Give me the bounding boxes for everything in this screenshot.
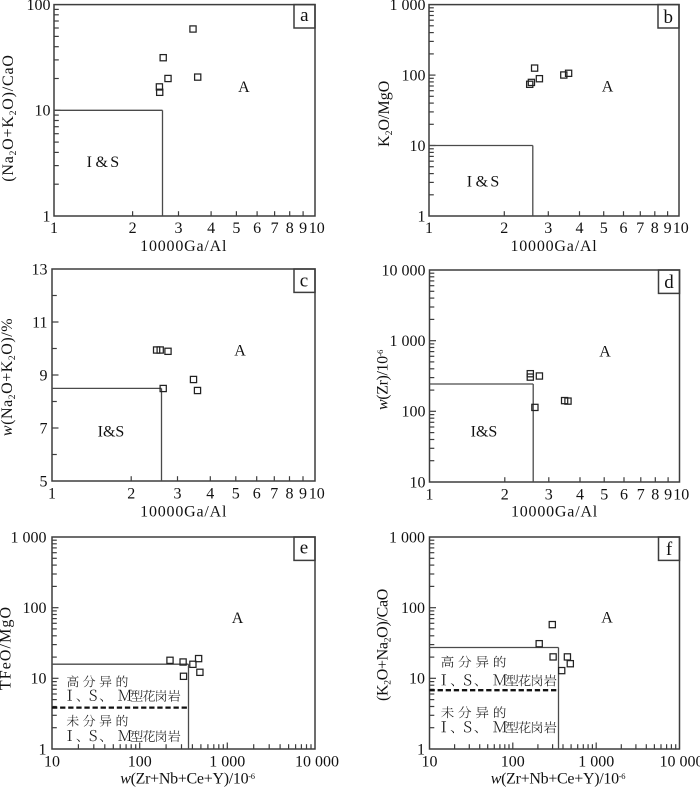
svg-text:TFeO/MgO: TFeO/MgO (0, 606, 15, 690)
svg-text:13: 13 (32, 261, 48, 278)
svg-text:w(Na2O+K2O)/%: w(Na2O+K2O)/% (0, 318, 18, 436)
svg-text:11: 11 (32, 314, 47, 331)
svg-text:9: 9 (299, 220, 307, 237)
svg-text:f: f (666, 539, 673, 560)
svg-text:1 000: 1 000 (578, 754, 614, 771)
svg-text:a: a (300, 5, 309, 26)
svg-text:10: 10 (35, 103, 51, 120)
svg-text:10: 10 (673, 487, 689, 504)
svg-text:10000Ga/Al: 10000Ga/Al (511, 504, 598, 521)
svg-text:A: A (599, 344, 611, 361)
svg-text:10000Ga/Al: 10000Ga/Al (140, 238, 227, 255)
svg-text:4: 4 (576, 220, 584, 237)
svg-text:6: 6 (620, 487, 628, 504)
svg-text:A: A (232, 610, 244, 627)
svg-text:100: 100 (401, 600, 425, 617)
svg-text:2: 2 (127, 486, 135, 503)
svg-text:K2O/MgO: K2O/MgO (376, 81, 395, 147)
svg-text:4: 4 (206, 486, 214, 503)
svg-text:w(Zr+Nb+Ce+Y)/10-6: w(Zr+Nb+Ce+Y)/10-6 (491, 771, 626, 788)
svg-text:10: 10 (309, 220, 325, 237)
svg-text:100: 100 (501, 754, 525, 771)
svg-text:10: 10 (410, 138, 426, 155)
svg-text:100: 100 (27, 0, 51, 14)
svg-text:5: 5 (600, 220, 608, 237)
svg-text:1 000: 1 000 (390, 333, 426, 350)
svg-text:5: 5 (232, 486, 240, 503)
svg-text:8: 8 (286, 220, 294, 237)
svg-text:3: 3 (175, 220, 183, 237)
svg-text:9: 9 (40, 367, 48, 384)
svg-text:w(Zr)/10-6: w(Zr)/10-6 (375, 350, 392, 410)
svg-text:I&S: I&S (98, 424, 125, 441)
svg-text:10000Ga/Al: 10000Ga/Al (140, 504, 227, 521)
svg-text:10 000: 10 000 (382, 262, 426, 279)
svg-text:7: 7 (270, 486, 278, 503)
svg-text:4: 4 (576, 487, 584, 504)
svg-text:d: d (664, 272, 674, 293)
svg-text:w(Zr+Nb+Ce+Y)/10-6: w(Zr+Nb+Ce+Y)/10-6 (120, 771, 255, 788)
svg-text:6: 6 (253, 220, 261, 237)
svg-text:1 000: 1 000 (389, 529, 425, 546)
svg-text:3: 3 (174, 486, 182, 503)
svg-text:2: 2 (129, 220, 137, 237)
svg-text:6: 6 (253, 486, 261, 503)
svg-text:3: 3 (544, 220, 552, 237)
svg-text:A: A (602, 79, 614, 96)
svg-text:10: 10 (409, 671, 425, 688)
svg-text:7: 7 (636, 220, 644, 237)
svg-text:10 000: 10 000 (660, 754, 700, 771)
svg-text:9: 9 (664, 487, 672, 504)
svg-text:I&S: I&S (467, 173, 500, 190)
svg-text:1: 1 (425, 220, 433, 237)
svg-text:1: 1 (426, 487, 434, 504)
svg-text:8: 8 (651, 220, 659, 237)
svg-text:9: 9 (664, 220, 672, 237)
svg-text:c: c (300, 270, 308, 291)
svg-text:1 000: 1 000 (11, 529, 47, 546)
svg-text:7: 7 (271, 220, 279, 237)
svg-text:1: 1 (48, 486, 56, 503)
svg-text:(Na2O+K2O)/CaO: (Na2O+K2O)/CaO (0, 54, 19, 182)
svg-text:5: 5 (40, 473, 48, 490)
svg-text:I&S: I&S (87, 154, 120, 171)
svg-text:100: 100 (402, 404, 426, 421)
svg-text:5: 5 (232, 220, 240, 237)
svg-text:10: 10 (673, 220, 689, 237)
svg-text:A: A (601, 610, 613, 627)
svg-text:1 000: 1 000 (209, 754, 245, 771)
svg-text:7: 7 (637, 487, 645, 504)
svg-text:2: 2 (501, 487, 509, 504)
svg-text:e: e (300, 538, 308, 559)
svg-text:b: b (664, 7, 674, 28)
svg-text:1: 1 (43, 208, 51, 225)
svg-text:100: 100 (402, 67, 426, 84)
svg-text:3: 3 (545, 487, 553, 504)
svg-text:10: 10 (309, 486, 325, 503)
svg-text:8: 8 (651, 487, 659, 504)
svg-text:1: 1 (417, 741, 425, 758)
svg-text:1: 1 (418, 208, 426, 225)
svg-text:6: 6 (620, 220, 628, 237)
svg-text:10: 10 (410, 474, 426, 491)
svg-text:7: 7 (40, 420, 48, 437)
svg-text:100: 100 (23, 600, 47, 617)
svg-text:2: 2 (500, 220, 508, 237)
svg-text:1 000: 1 000 (390, 0, 426, 14)
svg-text:5: 5 (600, 487, 608, 504)
svg-text:9: 9 (299, 486, 307, 503)
svg-text:1: 1 (50, 220, 58, 237)
svg-text:10 000: 10 000 (295, 754, 339, 771)
svg-text:1: 1 (39, 741, 47, 758)
svg-text:4: 4 (207, 220, 215, 237)
svg-text:A: A (238, 79, 250, 96)
svg-text:A: A (234, 343, 246, 360)
svg-text:I&S: I&S (471, 424, 498, 441)
svg-text:10000Ga/Al: 10000Ga/Al (510, 238, 597, 255)
svg-text:10: 10 (31, 671, 47, 688)
svg-text:100: 100 (128, 754, 152, 771)
svg-text:8: 8 (286, 486, 294, 503)
